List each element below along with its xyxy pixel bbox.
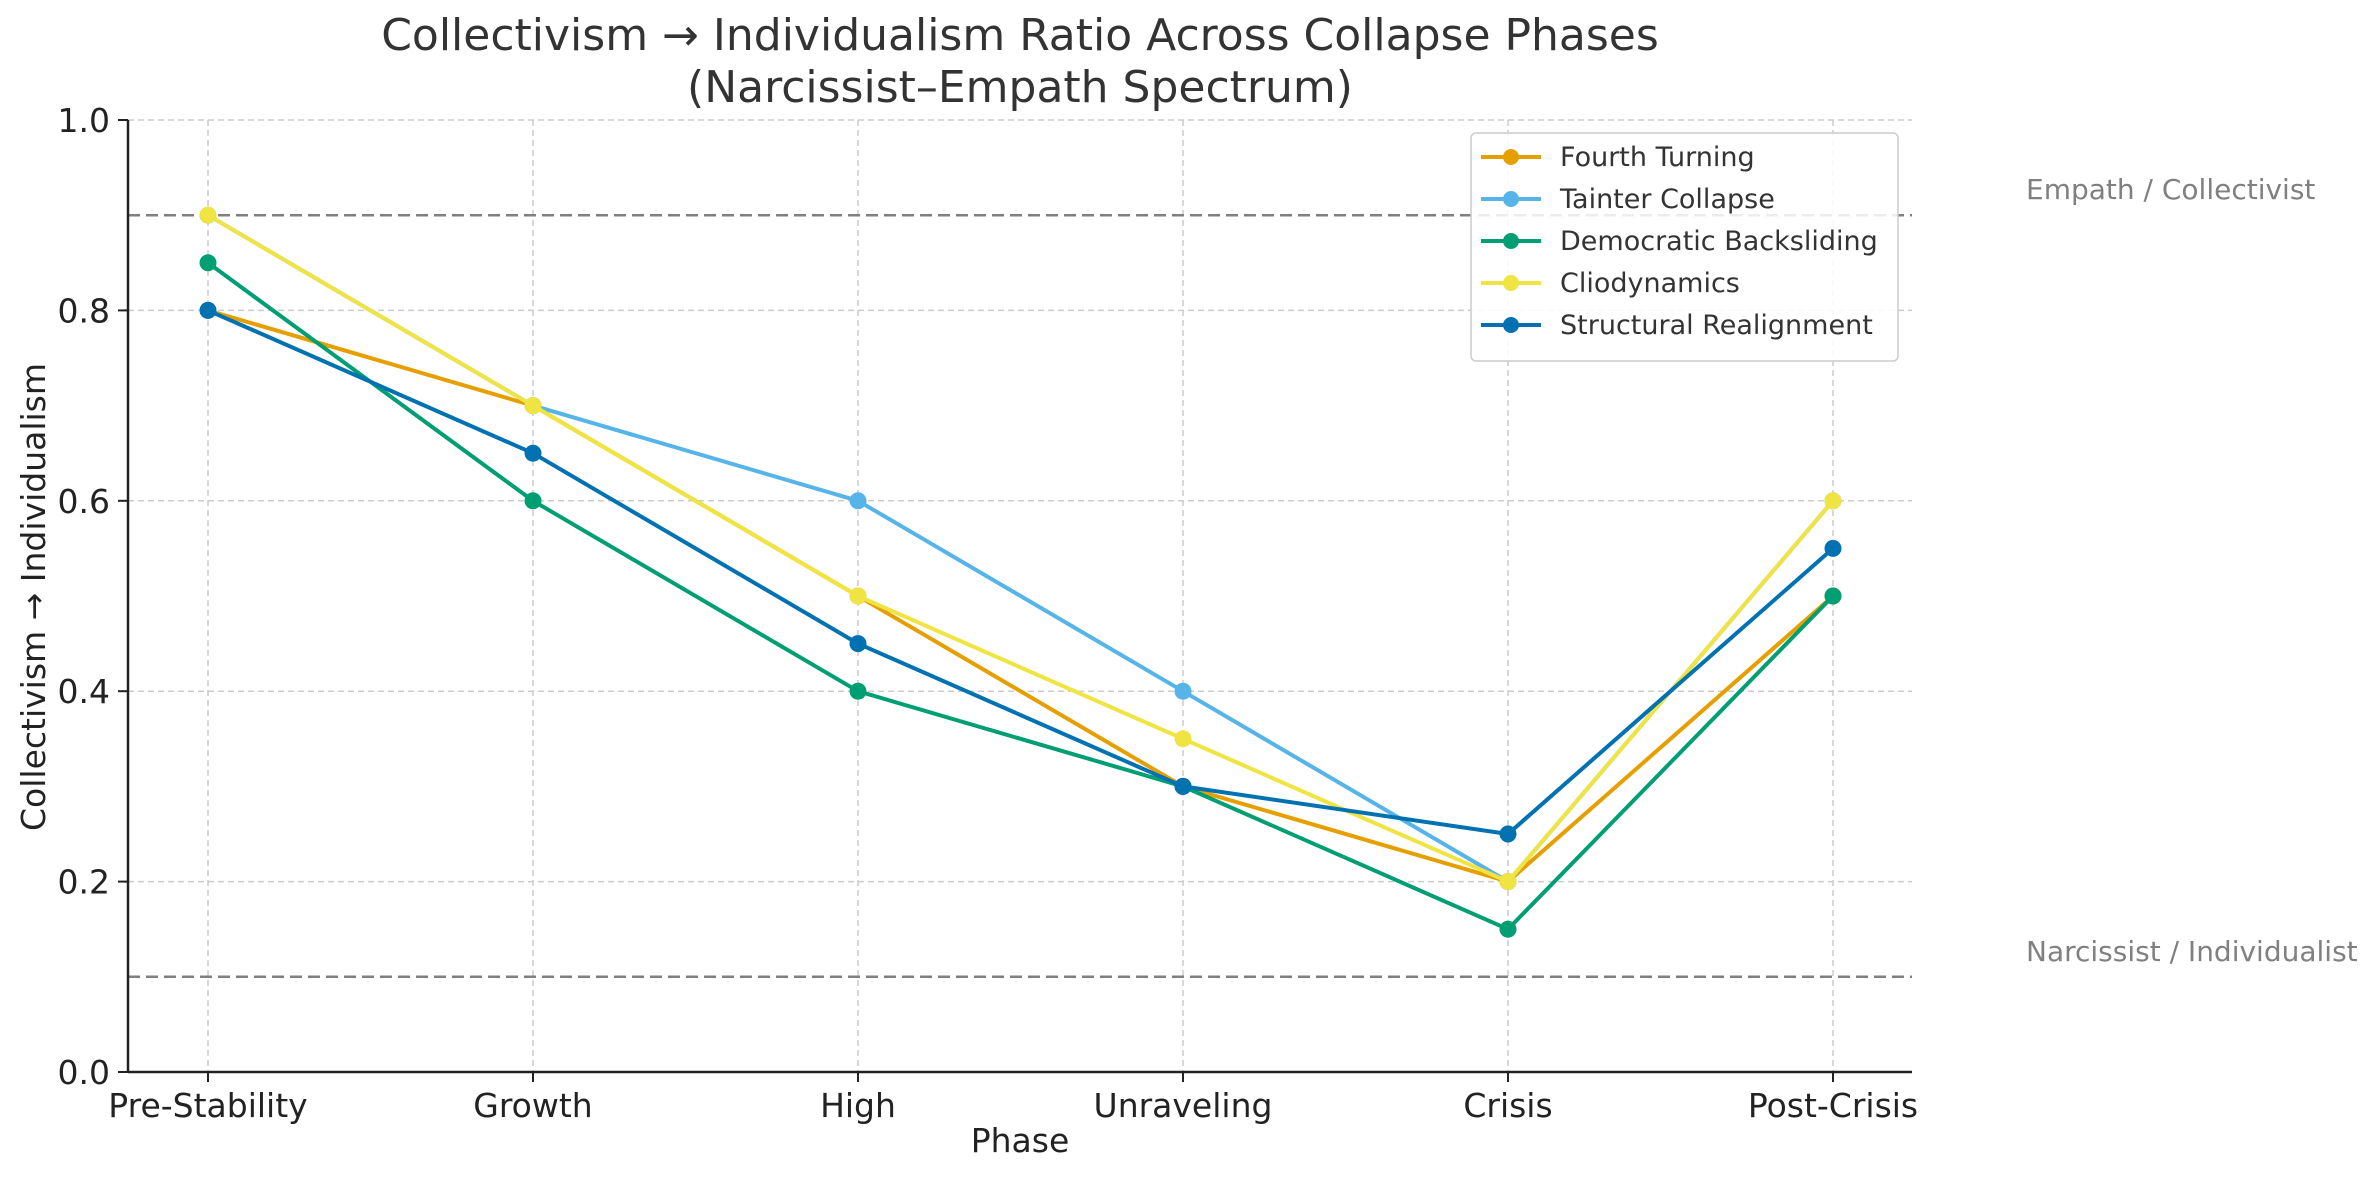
y-tick-label: 1.0 [58, 101, 110, 140]
legend-swatch-marker [1503, 275, 1519, 291]
data-point [1499, 825, 1517, 843]
x-tick-label: Crisis [1463, 1086, 1552, 1125]
reference-lines-layer: Empath / Collectivist Narcissist / Indivi… [128, 173, 2358, 979]
series-line [206, 260, 1835, 932]
data-point [1499, 920, 1517, 938]
reference-line-label: Empath / Collectivist [2026, 173, 2315, 206]
y-tick-label: 0.0 [58, 1053, 110, 1092]
reference-line-label: Narcissist / Individualist [2026, 935, 2358, 968]
chart-title-group: Collectivism → Individualism Ratio Acros… [381, 10, 1659, 113]
data-point [199, 206, 217, 224]
chart-title: Collectivism → Individualism Ratio Acros… [381, 10, 1659, 61]
data-point [524, 397, 542, 415]
data-point [1174, 682, 1192, 700]
data-point [1499, 873, 1517, 891]
y-axis-label: Collectivism → Individualism [14, 363, 53, 831]
x-tick-label: Growth [473, 1086, 592, 1125]
y-tick-label: 0.6 [58, 482, 110, 521]
legend-entry: Cliodynamics [1560, 268, 1740, 299]
data-point [1174, 777, 1192, 795]
data-point [524, 444, 542, 462]
data-point [199, 301, 217, 319]
y-tick-label: 0.8 [58, 291, 110, 330]
series-line [206, 308, 1835, 836]
legend-box [1470, 132, 1899, 362]
series-cliodynamics [199, 206, 1842, 891]
legend-swatch-marker [1503, 233, 1519, 249]
data-point [849, 635, 867, 653]
legend: Fourth Turning Tainter Collapse Democratic… [1470, 132, 1899, 362]
legend-entry: Tainter Collapse [1559, 184, 1775, 215]
legend-swatch-marker [1503, 149, 1519, 165]
series-line [206, 308, 1835, 884]
series-structural-realignment [199, 301, 1842, 843]
data-point [1824, 539, 1842, 557]
data-point [849, 587, 867, 605]
data-point [849, 682, 867, 700]
data-point [1824, 492, 1842, 510]
legend-swatch-marker [1503, 317, 1519, 333]
data-point [524, 492, 542, 510]
y-tick-label: 0.4 [58, 672, 110, 711]
y-tick-label: 0.2 [58, 863, 110, 902]
legend-entry: Structural Realignment [1560, 310, 1873, 341]
data-point [849, 492, 867, 510]
data-point [1174, 730, 1192, 748]
x-tick-label: Unraveling [1094, 1086, 1273, 1125]
x-axis-label: Phase [971, 1121, 1070, 1160]
x-tick-label: Post-Crisis [1748, 1086, 1918, 1125]
chart-subtitle: (Narcissist–Empath Spectrum) [687, 62, 1353, 113]
data-point [199, 254, 217, 272]
series-line [206, 213, 1835, 884]
axes-layer: 0.0 0.2 0.4 0.6 0.8 1.0 Pre-Stability Growth Hig… [58, 101, 1919, 1125]
legend-swatch-marker [1503, 191, 1519, 207]
legend-entry: Democratic Backsliding [1560, 226, 1878, 257]
series-layer [199, 206, 1842, 938]
data-point [1824, 587, 1842, 605]
legend-entry: Fourth Turning [1560, 142, 1755, 173]
x-tick-label: High [820, 1086, 896, 1125]
x-tick-label: Pre-Stability [108, 1086, 307, 1125]
